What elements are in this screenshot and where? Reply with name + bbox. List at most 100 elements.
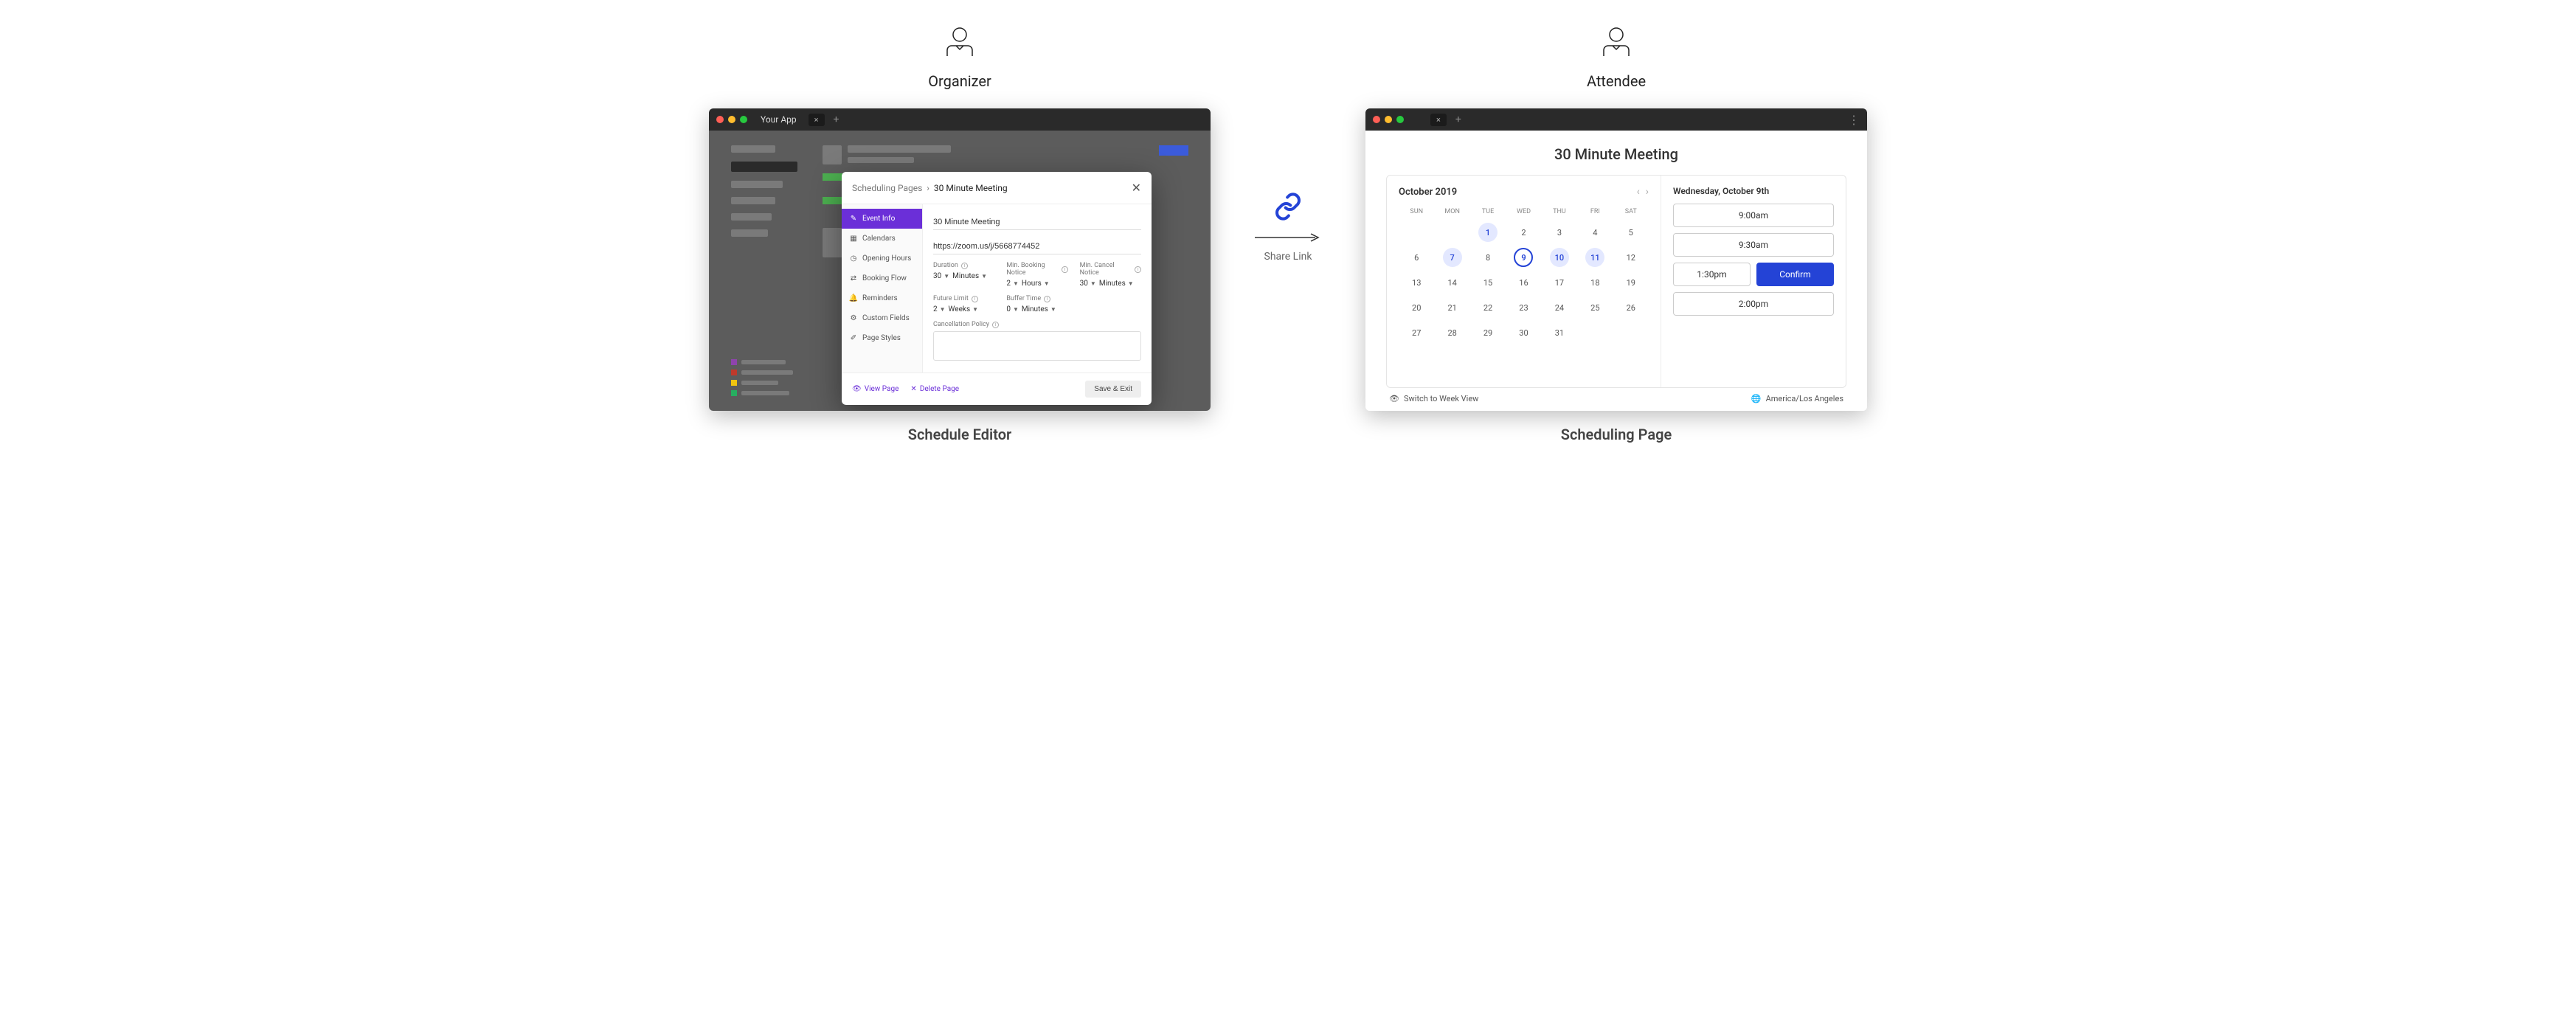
duration-unit-select[interactable]: Minutes▼ bbox=[952, 272, 987, 280]
calendar-day[interactable]: 21 bbox=[1443, 298, 1462, 317]
min-booking-value-select[interactable]: 2▼ bbox=[1006, 280, 1019, 288]
calendar-day[interactable]: 8 bbox=[1478, 248, 1498, 267]
info-icon[interactable]: i bbox=[961, 263, 968, 269]
calendar-day[interactable]: 2 bbox=[1514, 223, 1533, 242]
nav-event-info[interactable]: ✎ Event Info bbox=[842, 209, 922, 229]
calendar-day[interactable]: 28 bbox=[1443, 323, 1462, 342]
calendar-day[interactable]: 14 bbox=[1443, 273, 1462, 292]
info-icon[interactable]: i bbox=[992, 322, 999, 328]
info-icon[interactable]: i bbox=[1135, 266, 1141, 273]
new-tab-button[interactable]: + bbox=[834, 114, 839, 125]
time-slot-selected[interactable]: 1:30pm bbox=[1673, 263, 1751, 286]
window-min-dot[interactable] bbox=[1385, 116, 1392, 123]
calendar-prev-button[interactable]: ‹ bbox=[1637, 186, 1640, 198]
calendar-day[interactable]: 1 bbox=[1478, 223, 1498, 242]
calendar-day bbox=[1621, 323, 1641, 342]
calendar-day[interactable]: 31 bbox=[1550, 323, 1569, 342]
info-icon[interactable]: i bbox=[1062, 266, 1067, 273]
nav-calendars[interactable]: ▦ Calendars bbox=[842, 229, 922, 249]
nav-custom-fields[interactable]: ⚙ Custom Fields bbox=[842, 308, 922, 328]
duration-value-select[interactable]: 30▼ bbox=[933, 272, 949, 280]
calendar-day[interactable]: 9 bbox=[1514, 248, 1533, 267]
window-controls[interactable] bbox=[716, 116, 747, 123]
window-menu-icon[interactable]: ⋮ bbox=[1848, 113, 1860, 127]
calendar-dow: SAT bbox=[1613, 205, 1649, 218]
nav-booking-flow[interactable]: ⇄ Booking Flow bbox=[842, 268, 922, 288]
window-max-dot[interactable] bbox=[740, 116, 747, 123]
confirm-button[interactable]: Confirm bbox=[1756, 263, 1834, 286]
modal-close-button[interactable]: ✕ bbox=[1132, 181, 1141, 195]
organizer-column: Organizer Your App × + bbox=[709, 22, 1211, 443]
delete-page-link[interactable]: ✕ Delete Page bbox=[910, 385, 959, 393]
browser-tab[interactable]: × bbox=[1430, 114, 1447, 126]
buffer-unit-select[interactable]: Minutes▼ bbox=[1022, 305, 1056, 313]
event-title-input[interactable] bbox=[933, 215, 1141, 230]
calendar-panel: October 2019 ‹ › SUNMONTUEWEDTHUFRISAT12… bbox=[1387, 176, 1661, 387]
min-booking-unit-select[interactable]: Hours▼ bbox=[1022, 280, 1050, 288]
calendar-day[interactable]: 27 bbox=[1407, 323, 1426, 342]
nav-event-info-label: Event Info bbox=[862, 215, 895, 223]
timezone-display[interactable]: 🌐 America/Los Angeles bbox=[1751, 394, 1843, 403]
nav-reminders[interactable]: 🔔 Reminders bbox=[842, 288, 922, 308]
calendar-day[interactable]: 22 bbox=[1478, 298, 1498, 317]
calendar-day[interactable]: 5 bbox=[1621, 223, 1641, 242]
calendar-day[interactable]: 25 bbox=[1585, 298, 1604, 317]
event-url-input[interactable] bbox=[933, 239, 1141, 254]
future-limit-unit-select[interactable]: Weeks▼ bbox=[949, 305, 978, 313]
calendar-day[interactable]: 17 bbox=[1550, 273, 1569, 292]
min-cancel-unit-select[interactable]: Minutes▼ bbox=[1099, 280, 1134, 288]
breadcrumb-root[interactable]: Scheduling Pages bbox=[852, 183, 922, 193]
calendar-day[interactable]: 29 bbox=[1478, 323, 1498, 342]
info-icon[interactable]: i bbox=[1044, 296, 1050, 302]
window-close-dot[interactable] bbox=[1373, 116, 1380, 123]
scheduling-editor-modal: Scheduling Pages › 30 Minute Meeting ✕ ✎… bbox=[842, 172, 1152, 405]
view-page-link[interactable]: 👁 View Page bbox=[852, 385, 899, 393]
window-max-dot[interactable] bbox=[1396, 116, 1404, 123]
calendar-day[interactable]: 15 bbox=[1478, 273, 1498, 292]
calendar-day[interactable]: 16 bbox=[1514, 273, 1533, 292]
calendar-dow: THU bbox=[1542, 205, 1577, 218]
new-tab-button[interactable]: + bbox=[1455, 114, 1461, 125]
calendar-day[interactable]: 11 bbox=[1585, 248, 1604, 267]
window-close-dot[interactable] bbox=[716, 116, 724, 123]
arrow-icon bbox=[1255, 232, 1321, 243]
calendar-day[interactable]: 23 bbox=[1514, 298, 1533, 317]
calendar-day[interactable]: 26 bbox=[1621, 298, 1641, 317]
time-slot[interactable]: 9:00am bbox=[1673, 204, 1834, 227]
calendar-day[interactable]: 12 bbox=[1621, 248, 1641, 267]
calendar-day[interactable]: 6 bbox=[1407, 248, 1426, 267]
window-min-dot[interactable] bbox=[728, 116, 735, 123]
browser-tab[interactable]: × bbox=[809, 114, 825, 126]
calendar-day[interactable]: 7 bbox=[1443, 248, 1462, 267]
min-cancel-value-select[interactable]: 30▼ bbox=[1080, 280, 1096, 288]
calendar-day[interactable]: 19 bbox=[1621, 273, 1641, 292]
future-limit-value-select[interactable]: 2▼ bbox=[933, 305, 946, 313]
calendar-day[interactable]: 4 bbox=[1585, 223, 1604, 242]
buffer-value-select[interactable]: 0▼ bbox=[1006, 305, 1019, 313]
calendar-day[interactable]: 30 bbox=[1514, 323, 1533, 342]
calendar-day bbox=[1407, 223, 1426, 242]
calendar-day[interactable]: 3 bbox=[1550, 223, 1569, 242]
cancel-policy-input[interactable] bbox=[933, 331, 1141, 361]
info-icon[interactable]: i bbox=[972, 296, 978, 302]
calendar-next-button[interactable]: › bbox=[1646, 186, 1649, 198]
calendar-day[interactable]: 10 bbox=[1550, 248, 1569, 267]
calendar-month: October 2019 bbox=[1399, 187, 1457, 198]
calendar-dow: MON bbox=[1434, 205, 1469, 218]
nav-page-styles[interactable]: ✐ Page Styles bbox=[842, 328, 922, 348]
calendar-day[interactable]: 13 bbox=[1407, 273, 1426, 292]
calendar-day[interactable]: 18 bbox=[1585, 273, 1604, 292]
save-exit-button[interactable]: Save & Exit bbox=[1085, 381, 1141, 398]
switch-view-link[interactable]: 👁 Switch to Week View bbox=[1389, 394, 1478, 403]
scheduling-window: × + ⋮ 30 Minute Meeting October 2019 ‹ › bbox=[1365, 108, 1867, 411]
calendar-day[interactable]: 24 bbox=[1550, 298, 1569, 317]
time-slot[interactable]: 2:00pm bbox=[1673, 292, 1834, 316]
bell-icon: 🔔 bbox=[849, 294, 858, 302]
modal-nav: ✎ Event Info ▦ Calendars ◷ Opening Hours bbox=[842, 204, 923, 372]
time-slot[interactable]: 9:30am bbox=[1673, 233, 1834, 257]
calendar-day[interactable]: 20 bbox=[1407, 298, 1426, 317]
calendar-icon: ▦ bbox=[849, 235, 858, 243]
window-controls[interactable] bbox=[1373, 116, 1404, 123]
nav-booking-flow-label: Booking Flow bbox=[862, 274, 907, 283]
nav-opening-hours[interactable]: ◷ Opening Hours bbox=[842, 249, 922, 268]
